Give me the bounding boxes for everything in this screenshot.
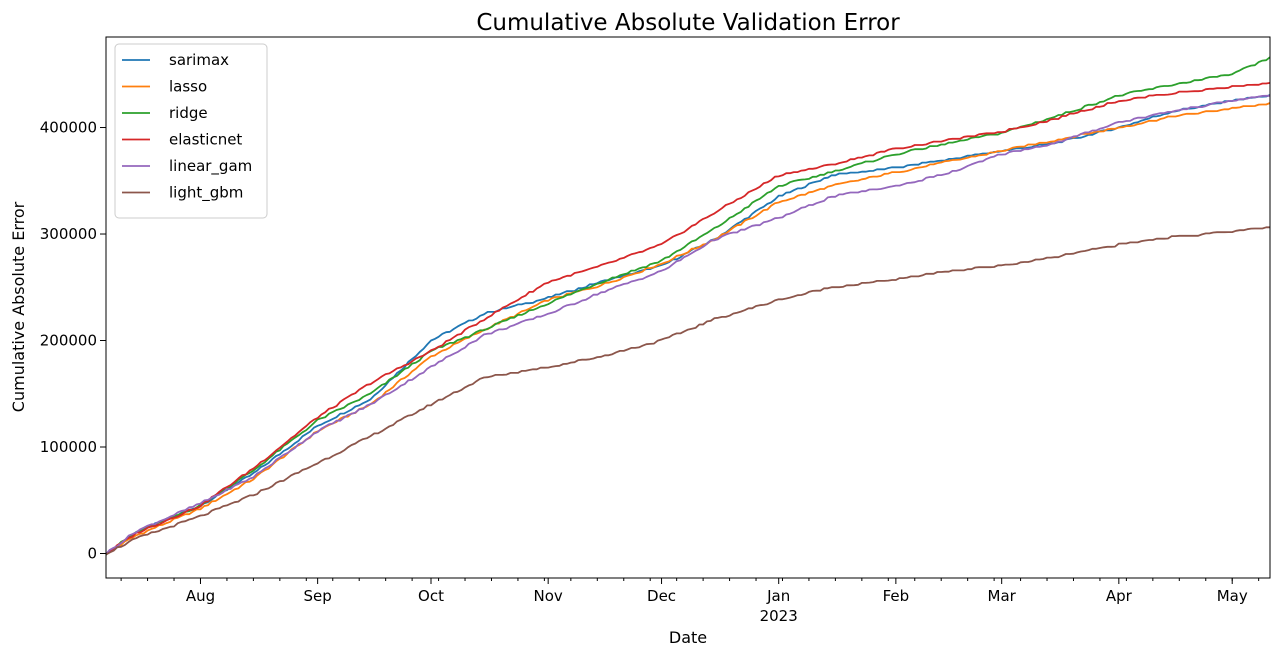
x-tick-label: Feb: [883, 587, 910, 605]
legend-label-light_gbm: light_gbm: [169, 184, 243, 203]
x-tick-label: Sep: [303, 587, 331, 605]
x-tick-label: Apr: [1106, 587, 1133, 605]
y-tick-label: 0: [87, 545, 97, 563]
y-tick-label: 300000: [40, 225, 97, 243]
legend: sarimax lasso ridge elasticnet linear_gamlig…: [114, 43, 268, 219]
x-tick-label: Nov: [534, 587, 563, 605]
legend-label-lasso: lasso: [169, 78, 207, 96]
series-line-sarimax: [105, 94, 1271, 556]
y-tick-label: 100000: [40, 438, 97, 456]
axis-layer: 0 100000 200000 300000 400000 Aug Sep Oct Nov Dec…: [40, 119, 1260, 625]
x-axis-label: Date: [669, 628, 707, 647]
x-tick-label: Oct: [418, 587, 444, 605]
y-tick-label: 400000: [40, 119, 97, 137]
y-axis-label: Cumulative Absolute Error: [9, 201, 28, 412]
x-tick-label: Dec: [647, 587, 676, 605]
series-line-elasticnet: [105, 82, 1271, 555]
series-line-linear_gam: [105, 94, 1270, 555]
legend-label-sarimax: sarimax: [169, 51, 229, 69]
chart-title: Cumulative Absolute Validation Error: [476, 10, 900, 36]
x-tick-label: Jan: [766, 587, 790, 605]
x-year-label: 2023: [760, 607, 798, 625]
x-tick-label: Aug: [186, 587, 215, 605]
legend-label-linear_gam: linear_gam: [169, 157, 252, 176]
legend-label-elasticnet: elasticnet: [169, 131, 242, 149]
y-tick-label: 200000: [40, 332, 97, 350]
plot-area-frame: [105, 36, 1271, 579]
x-tick-label: Mar: [988, 587, 1017, 605]
x-tick-label: May: [1217, 587, 1248, 605]
series-line-light_gbm: [105, 226, 1270, 556]
series-line-lasso: [105, 102, 1271, 555]
legend-label-ridge: ridge: [169, 104, 208, 122]
series-layer: [105, 56, 1271, 556]
legend-box: [114, 43, 268, 219]
series-line-ridge: [105, 56, 1271, 556]
